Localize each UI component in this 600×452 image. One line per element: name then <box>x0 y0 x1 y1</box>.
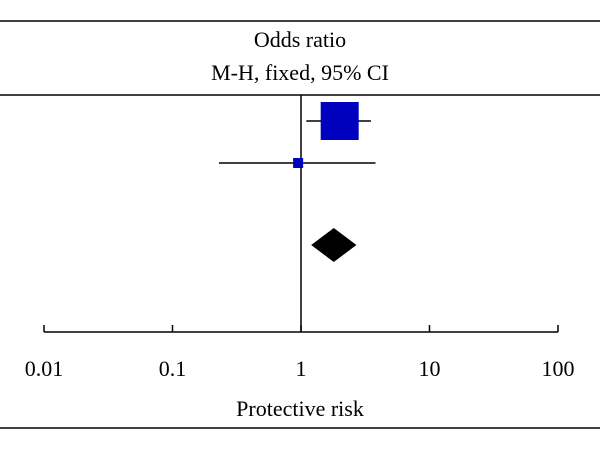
x-tick-label: 100 <box>542 356 575 381</box>
x-tick-label: 1 <box>296 356 307 381</box>
x-tick-label: 0.01 <box>25 356 64 381</box>
x-axis-label: Protective risk <box>236 396 364 421</box>
x-tick-label: 0.1 <box>159 356 187 381</box>
study-marker <box>320 102 359 140</box>
chart-title: Odds ratio <box>253 27 347 52</box>
chart-subtitle: M-H, fixed, 95% CI <box>211 60 389 85</box>
study-marker <box>293 158 304 168</box>
pooled-diamond <box>311 228 357 262</box>
x-tick-label: 10 <box>419 356 441 381</box>
